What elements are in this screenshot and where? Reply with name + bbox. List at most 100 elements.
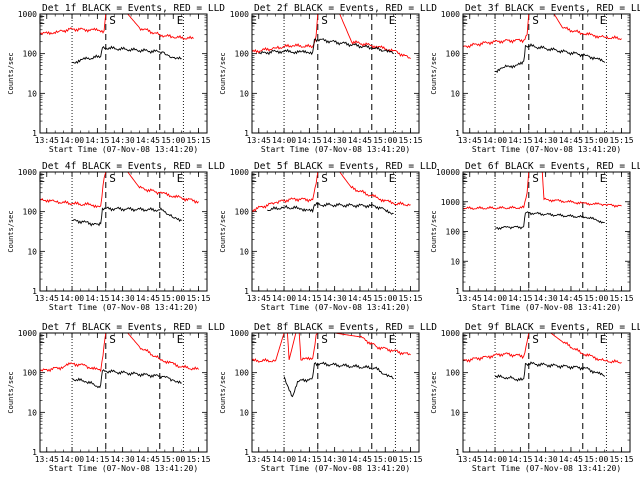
y-tick-label: 100	[446, 369, 461, 378]
panel-det-8: Det 8f BLACK = Events, RED = LLD Counts/s…	[219, 322, 437, 473]
marker-label: E	[461, 333, 468, 346]
x-tick-label: 14:30	[111, 136, 135, 145]
panel-title: Det 7f BLACK = Events, RED = LLD	[42, 322, 225, 333]
x-tick-label: 13:45	[458, 294, 482, 303]
y-tick-label: 1000	[441, 329, 460, 338]
panel-det-7: Det 7f BLACK = Events, RED = LLD Counts/s…	[7, 322, 225, 473]
x-tick-label: 14:15	[85, 455, 109, 464]
x-tick-label: 13:45	[35, 455, 59, 464]
marker-label: E	[177, 333, 184, 346]
plot-frame	[251, 332, 420, 453]
x-tick-label: 13:45	[458, 136, 482, 145]
x-tick-label: 14:00	[272, 136, 296, 145]
x-tick-label: 14:00	[60, 455, 84, 464]
y-tick-label: 1000	[18, 329, 37, 338]
y-axis-label: Counts/sec	[7, 210, 15, 252]
y-tick-label: 1	[32, 287, 37, 296]
marker-label: S	[109, 172, 116, 185]
y-tick-label: 10	[450, 408, 460, 417]
x-tick-label: 14:30	[323, 294, 347, 303]
x-tick-label: 14:30	[111, 455, 135, 464]
panel-det-9: Det 9f BLACK = Events, RED = LLD Counts/s…	[430, 322, 640, 473]
x-tick-label: 14:30	[323, 455, 347, 464]
y-tick-label: 100	[23, 208, 38, 217]
panel-det-3: Det 3f BLACK = Events, RED = LLD Counts/s…	[430, 3, 640, 154]
marker-label: S	[321, 14, 328, 27]
marker-label: E	[461, 14, 468, 27]
x-tick-label: 15:00	[584, 455, 608, 464]
marker-label: E	[250, 172, 257, 185]
x-tick-label: 13:45	[247, 136, 271, 145]
panel-title: Det 1f BLACK = Events, RED = LLD	[42, 3, 225, 14]
plot-frame	[462, 171, 631, 292]
x-tick-label: 14:15	[508, 455, 532, 464]
x-tick-label: 15:00	[373, 455, 397, 464]
y-tick-label: 1000	[230, 168, 249, 177]
panel-title: Det 8f BLACK = Events, RED = LLD	[254, 322, 437, 333]
y-tick-label: 1	[244, 448, 249, 457]
marker-label: E	[38, 14, 45, 27]
marker-label: S	[109, 14, 116, 27]
plot-frame	[39, 13, 208, 134]
y-tick-label: 1	[244, 129, 249, 138]
y-tick-label: 1	[244, 287, 249, 296]
x-tick-label: 14:00	[60, 136, 84, 145]
x-tick-label: 14:45	[559, 136, 583, 145]
x-tick-label: 15:15	[187, 455, 211, 464]
marker-label: E	[461, 172, 468, 185]
panel-title: Det 6f BLACK = Events, RED = LLD	[465, 161, 640, 172]
x-tick-label: 15:00	[161, 455, 185, 464]
x-tick-label: 14:15	[85, 136, 109, 145]
marker-label: E	[250, 14, 257, 27]
x-tick-label: 14:45	[559, 294, 583, 303]
marker-label: E	[600, 333, 607, 346]
marker-label: E	[389, 14, 396, 27]
series-lld-line	[252, 172, 411, 213]
marker-label: S	[532, 172, 539, 185]
y-tick-label: 1	[32, 129, 37, 138]
panel-det-1: Det 1f BLACK = Events, RED = LLD Counts/s…	[7, 3, 225, 154]
x-tick-label: 13:45	[35, 294, 59, 303]
marker-label: S	[532, 333, 539, 346]
plot-frame	[251, 171, 420, 292]
series-events-line	[258, 38, 394, 56]
marker-label: E	[250, 333, 257, 346]
y-tick-label: 1000	[18, 10, 37, 19]
series-lld-line	[40, 14, 194, 41]
y-tick-label: 10	[239, 408, 249, 417]
marker-label: E	[389, 172, 396, 185]
x-tick-label: 15:15	[399, 136, 423, 145]
x-tick-label: 14:45	[559, 455, 583, 464]
series-events-line	[494, 43, 606, 73]
y-tick-label: 1	[455, 448, 460, 457]
y-tick-label: 100	[446, 228, 461, 237]
x-tick-label: 14:00	[60, 294, 84, 303]
marker-label: E	[600, 14, 607, 27]
panel-title: Det 5f BLACK = Events, RED = LLD	[254, 161, 437, 172]
marker-label: S	[109, 333, 116, 346]
x-tick-label: 14:15	[508, 294, 532, 303]
x-tick-label: 15:15	[610, 136, 634, 145]
marker-label: E	[177, 14, 184, 27]
y-tick-label: 1000	[441, 10, 460, 19]
y-tick-label: 10000	[436, 168, 460, 177]
y-tick-label: 10	[239, 89, 249, 98]
x-tick-label: 14:45	[348, 136, 372, 145]
panel-det-6: Det 6f BLACK = Events, RED = LLD Counts/s…	[430, 161, 640, 312]
x-tick-label: 14:45	[348, 455, 372, 464]
x-tick-label: 14:30	[534, 294, 558, 303]
x-tick-label: 14:15	[85, 294, 109, 303]
y-tick-label: 10	[27, 89, 37, 98]
panel-det-5: Det 5f BLACK = Events, RED = LLD Counts/s…	[219, 161, 437, 312]
x-tick-label: 13:45	[35, 136, 59, 145]
x-tick-label: 15:15	[187, 136, 211, 145]
x-tick-label: 15:15	[187, 294, 211, 303]
y-tick-label: 10	[239, 247, 249, 256]
y-tick-label: 100	[235, 50, 250, 59]
marker-label: S	[532, 14, 539, 27]
y-axis-label: Counts/sec	[219, 52, 227, 94]
x-axis-label: Start Time (07-Nov-08 13:41:20)	[261, 145, 410, 154]
y-tick-label: 10	[27, 408, 37, 417]
marker-label: S	[321, 172, 328, 185]
